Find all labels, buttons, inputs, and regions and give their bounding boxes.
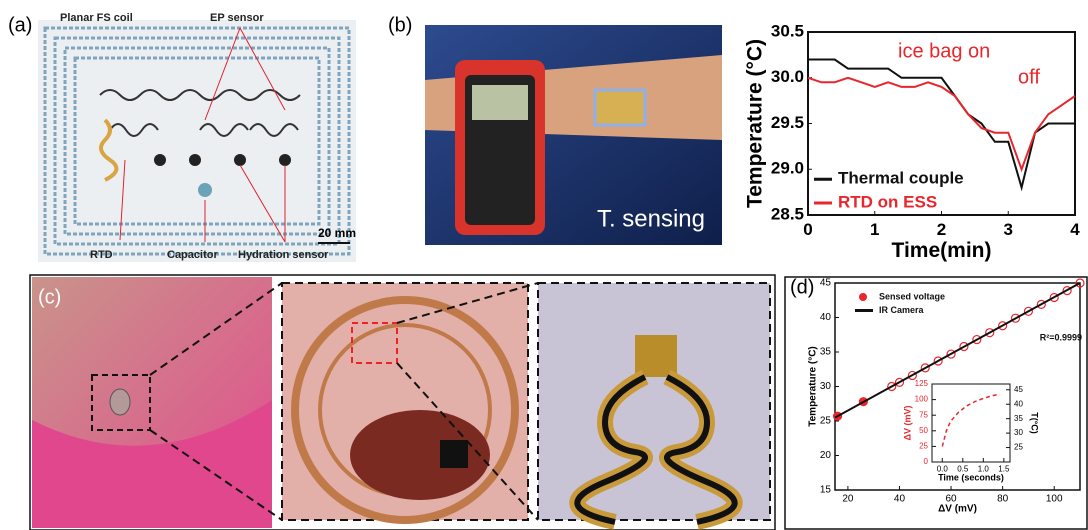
device [110, 389, 130, 415]
y-tick-label: 45 [820, 278, 832, 289]
x-tick-label: 100 [1046, 494, 1063, 505]
y-tick-label: 20 [820, 450, 832, 461]
y2-tick-label: 30 [1014, 428, 1023, 437]
y-tick-label: 75 [919, 410, 928, 419]
photo-caption: T. sensing [597, 205, 705, 232]
y-tick-label: 100 [915, 395, 929, 404]
electrode [234, 154, 246, 166]
y-axis-title: Temperature (°C) [808, 346, 819, 427]
legend-label: RTD on ESS [838, 192, 937, 211]
y-tick-label: 0 [924, 457, 929, 466]
y-tick-label: 29.0 [771, 159, 804, 178]
y2-tick-label: 40 [1014, 399, 1023, 408]
panel-label: (c) [38, 286, 61, 308]
legend-swatch [859, 293, 867, 301]
x-tick-label: 20 [842, 494, 854, 505]
y2-tick-label: 45 [1014, 385, 1023, 394]
sensor-photo [538, 283, 770, 520]
y-tick-label: 40 [820, 312, 832, 323]
panel-label: (b) [388, 14, 412, 36]
x-axis-title: ΔV (mV) [938, 504, 977, 515]
y-tick-label: 29.5 [771, 113, 804, 132]
callout: RTD [90, 249, 113, 261]
scale-label: 20 mm [318, 226, 356, 240]
callout: Planar FS coil [60, 12, 133, 24]
ess-patch [595, 90, 645, 125]
y-tick-label: 50 [919, 426, 928, 435]
legend-label: IR Camera [879, 305, 925, 315]
x-tick-label: 40 [894, 494, 906, 505]
y2-axis-title: T(°C) [1030, 412, 1040, 434]
y-tick-label: 30.5 [771, 21, 804, 40]
chart: 28.5 29.0 29.5 30.0 30.5 0 1 2 3 4 Time(min) Temper… [744, 21, 1081, 261]
y-tick-label: 25 [820, 416, 832, 427]
y2-tick-label: 35 [1014, 414, 1023, 423]
annotation: R²=0.9999 [1040, 332, 1082, 342]
y-tick-label: 125 [915, 379, 929, 388]
y2-tick-label: 25 [1014, 443, 1023, 452]
circuit-board [350, 410, 490, 500]
y-tick-label: 25 [919, 442, 928, 451]
chip [440, 440, 468, 468]
plot-frame [835, 283, 1080, 490]
x-tick-label: 80 [997, 494, 1009, 505]
electrode [154, 154, 166, 166]
x-tick-label: 3 [1004, 220, 1013, 239]
data-line [942, 394, 999, 446]
y-tick-label: 35 [820, 347, 832, 358]
y-tick-label: 28.5 [771, 204, 804, 223]
y-tick-label: 30 [820, 381, 832, 392]
x-tick-label: 0 [803, 220, 812, 239]
x-axis-title: Time(min) [892, 239, 992, 262]
data-line [808, 78, 1075, 170]
electrode [279, 154, 291, 166]
x-tick-label: 1 [870, 220, 879, 239]
callout: Hydration sensor [238, 249, 329, 261]
annotation: ice bag on [898, 40, 990, 62]
panel-label: (a) [8, 14, 32, 36]
x-tick-label: 4 [1070, 220, 1080, 239]
annotation: off [1018, 66, 1040, 88]
y-axis-title: Temperature (°C) [744, 39, 767, 208]
panel-label: (d) [790, 276, 814, 298]
y-tick-label: 15 [820, 485, 832, 496]
plot-frame [932, 384, 1010, 462]
device-photo [38, 20, 356, 262]
meter-display [472, 85, 528, 120]
data-line [835, 283, 1080, 418]
callout: Capacitor [167, 249, 218, 261]
y-axis-title: ΔV (mV) [902, 406, 912, 441]
x-tick-label: 2 [937, 220, 946, 239]
y-tick-label: 30.0 [771, 67, 804, 86]
x-axis-title: Time (seconds) [938, 473, 1004, 483]
legend-label: Sensed voltage [879, 291, 945, 301]
legend-label: Thermal couple [838, 169, 964, 188]
callout: EP sensor [210, 12, 264, 24]
figure: (a) (b) (d) Planar FS coil EP sensor RTD… [0, 0, 1088, 530]
capacitor-pad [198, 183, 212, 197]
electrode [189, 154, 201, 166]
